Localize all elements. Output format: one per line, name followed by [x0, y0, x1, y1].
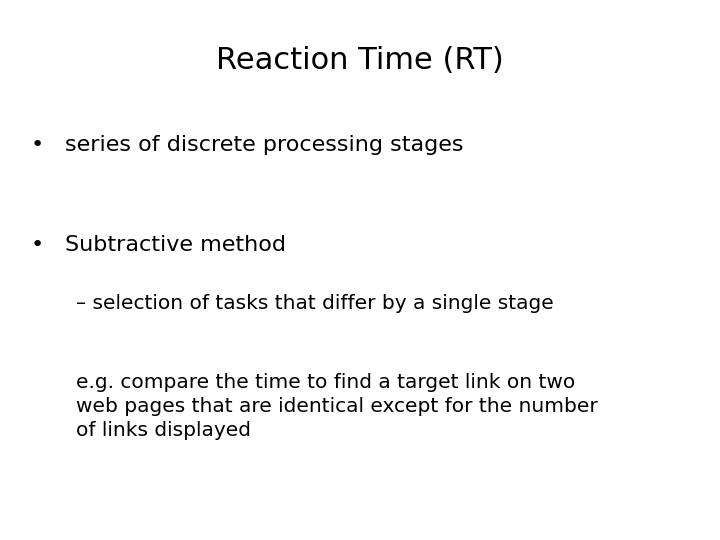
Text: •: • — [31, 235, 44, 255]
Text: Subtractive method: Subtractive method — [65, 235, 286, 255]
Text: e.g. compare the time to find a target link on two
web pages that are identical : e.g. compare the time to find a target l… — [76, 373, 598, 440]
Text: •: • — [31, 135, 44, 155]
Text: – selection of tasks that differ by a single stage: – selection of tasks that differ by a si… — [76, 294, 554, 313]
Text: series of discrete processing stages: series of discrete processing stages — [65, 135, 463, 155]
Text: Reaction Time (RT): Reaction Time (RT) — [216, 46, 504, 75]
